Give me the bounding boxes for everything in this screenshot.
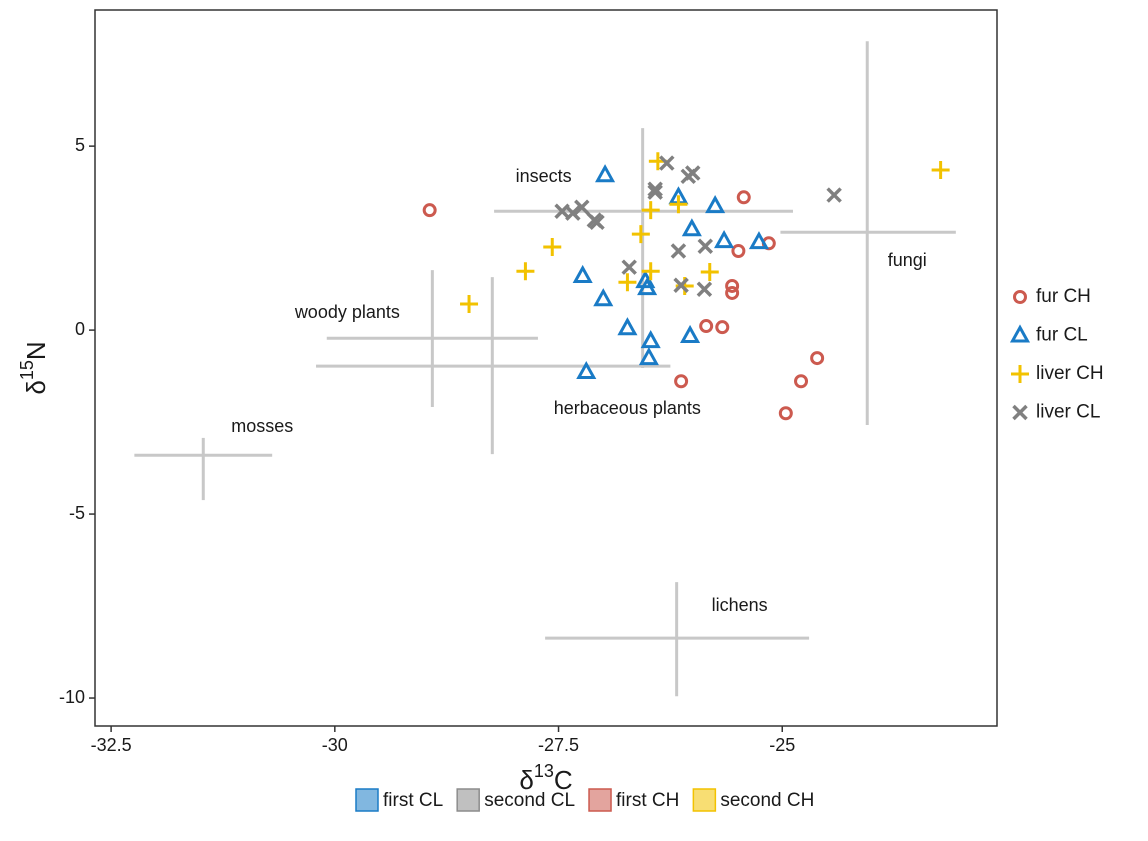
point bbox=[778, 406, 793, 421]
point bbox=[422, 203, 437, 218]
point bbox=[621, 259, 637, 275]
plot-frame bbox=[94, 9, 998, 727]
point bbox=[810, 351, 825, 366]
point bbox=[637, 277, 658, 296]
point bbox=[670, 243, 687, 259]
point bbox=[576, 360, 597, 380]
y-axis-label-superscript: 15 bbox=[17, 360, 37, 380]
point bbox=[705, 195, 726, 214]
source-label: lichens bbox=[712, 595, 768, 615]
point bbox=[618, 273, 637, 292]
point bbox=[826, 187, 842, 203]
point bbox=[697, 238, 714, 254]
legend-label: liver CL bbox=[1036, 402, 1100, 423]
point bbox=[543, 237, 562, 256]
legend-marker bbox=[1011, 365, 1029, 383]
y-tick-label: -5 bbox=[69, 503, 85, 523]
point bbox=[641, 201, 660, 220]
x-axis-label-element: C bbox=[554, 765, 573, 795]
point bbox=[673, 277, 689, 293]
legend-label: fur CH bbox=[1036, 286, 1091, 307]
point bbox=[680, 324, 701, 343]
point bbox=[714, 229, 735, 249]
fill-legend-swatch bbox=[456, 788, 480, 812]
point bbox=[589, 214, 605, 231]
point bbox=[725, 285, 740, 300]
fill-legend-label: second CL bbox=[484, 790, 575, 811]
fill-legend-swatch bbox=[588, 788, 612, 812]
point bbox=[696, 281, 713, 297]
x-axis-label: δ13C bbox=[519, 761, 572, 795]
fill-legend-label: second CH bbox=[720, 790, 814, 811]
fill-legend-swatch bbox=[692, 788, 717, 812]
y-tick-label: 5 bbox=[75, 135, 85, 155]
source-label: herbaceous plants bbox=[554, 398, 701, 418]
point bbox=[640, 330, 661, 349]
point bbox=[635, 270, 656, 289]
legend-marker bbox=[1013, 290, 1027, 304]
point bbox=[715, 320, 730, 335]
point bbox=[572, 264, 593, 284]
fill-legend-label: first CL bbox=[383, 790, 443, 811]
point bbox=[516, 262, 535, 281]
point bbox=[574, 199, 590, 215]
legend-marker bbox=[1009, 324, 1031, 343]
point bbox=[700, 262, 719, 281]
point bbox=[460, 294, 479, 313]
legend-label: liver CH bbox=[1036, 363, 1104, 384]
legend-label: fur CL bbox=[1036, 325, 1088, 346]
point bbox=[565, 205, 581, 221]
point bbox=[631, 225, 650, 244]
y-axis-label-symbol: δ bbox=[21, 380, 51, 394]
point bbox=[680, 168, 697, 185]
x-tick-label: -30 bbox=[322, 735, 348, 755]
x-tick-label: -25 bbox=[769, 735, 795, 755]
y-tick-label: -10 bbox=[59, 687, 85, 707]
y-axis-label-element: N bbox=[21, 341, 51, 360]
point bbox=[674, 374, 689, 389]
source-label: mosses bbox=[231, 416, 293, 436]
point bbox=[699, 319, 714, 334]
point bbox=[647, 181, 663, 197]
point bbox=[725, 278, 740, 293]
point bbox=[617, 317, 638, 336]
point bbox=[931, 161, 950, 180]
y-axis-label: δ15N bbox=[17, 341, 51, 394]
point bbox=[647, 184, 663, 200]
x-tick-label: -27.5 bbox=[538, 735, 579, 755]
point bbox=[595, 164, 616, 183]
x-axis-label-symbol: δ bbox=[519, 765, 533, 795]
point bbox=[794, 374, 809, 389]
source-label: woody plants bbox=[294, 302, 400, 322]
point bbox=[681, 218, 702, 237]
point bbox=[669, 195, 688, 214]
x-tick-label: -32.5 bbox=[91, 735, 132, 755]
point bbox=[641, 262, 660, 281]
source-label: fungi bbox=[888, 250, 927, 270]
point bbox=[736, 190, 751, 205]
point bbox=[593, 288, 614, 307]
fill-legend-swatch bbox=[355, 788, 379, 812]
fill-legend-label: first CH bbox=[616, 790, 679, 811]
y-tick-label: 0 bbox=[75, 319, 85, 339]
source-label: insects bbox=[516, 166, 572, 186]
point bbox=[748, 231, 770, 250]
point bbox=[638, 346, 659, 366]
x-axis-label-superscript: 13 bbox=[534, 761, 554, 781]
legend-marker bbox=[1012, 404, 1028, 421]
point bbox=[731, 243, 746, 258]
point bbox=[659, 155, 675, 171]
